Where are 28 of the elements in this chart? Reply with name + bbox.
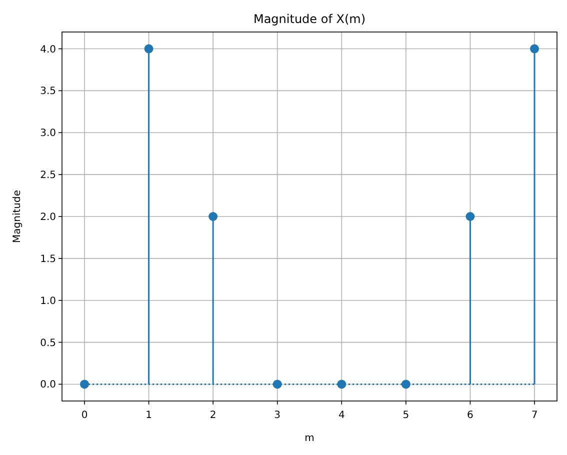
point (208, 212, 218, 221)
y-tick-label: 4.0 (40, 44, 56, 56)
x-tick-label: 6 (467, 410, 474, 421)
point (337, 380, 346, 389)
y-tick-label: 3.0 (40, 128, 56, 140)
y-tick-label: 0.0 (40, 380, 56, 391)
point (401, 380, 410, 389)
y-tick-label: 3.5 (40, 86, 56, 98)
point (272, 380, 282, 389)
y-tick-label: 1.0 (40, 296, 56, 307)
point (80, 380, 89, 389)
point (144, 44, 154, 54)
y-tick-label: 0.5 (40, 338, 56, 349)
y-tick-label: 2.0 (40, 212, 56, 223)
x-axis-title: m (304, 433, 314, 444)
x-tick-label: 0 (81, 410, 88, 421)
x-tick-label: 5 (402, 410, 410, 421)
y-axis-title: Magnitude (12, 190, 23, 243)
x-tick-label: 7 (531, 410, 538, 421)
point (466, 212, 475, 221)
y-tick-label: 2.5 (40, 170, 56, 182)
x-tick-label: 4 (338, 410, 345, 421)
point (530, 44, 539, 54)
x-tick-label: 2 (210, 410, 216, 421)
y-tick-label: 1.5 (40, 254, 56, 265)
x-tick-label: 1 (146, 410, 152, 421)
chart-title: Magnitude of X(m) (253, 12, 366, 26)
x-tick-label: 3 (274, 410, 281, 421)
